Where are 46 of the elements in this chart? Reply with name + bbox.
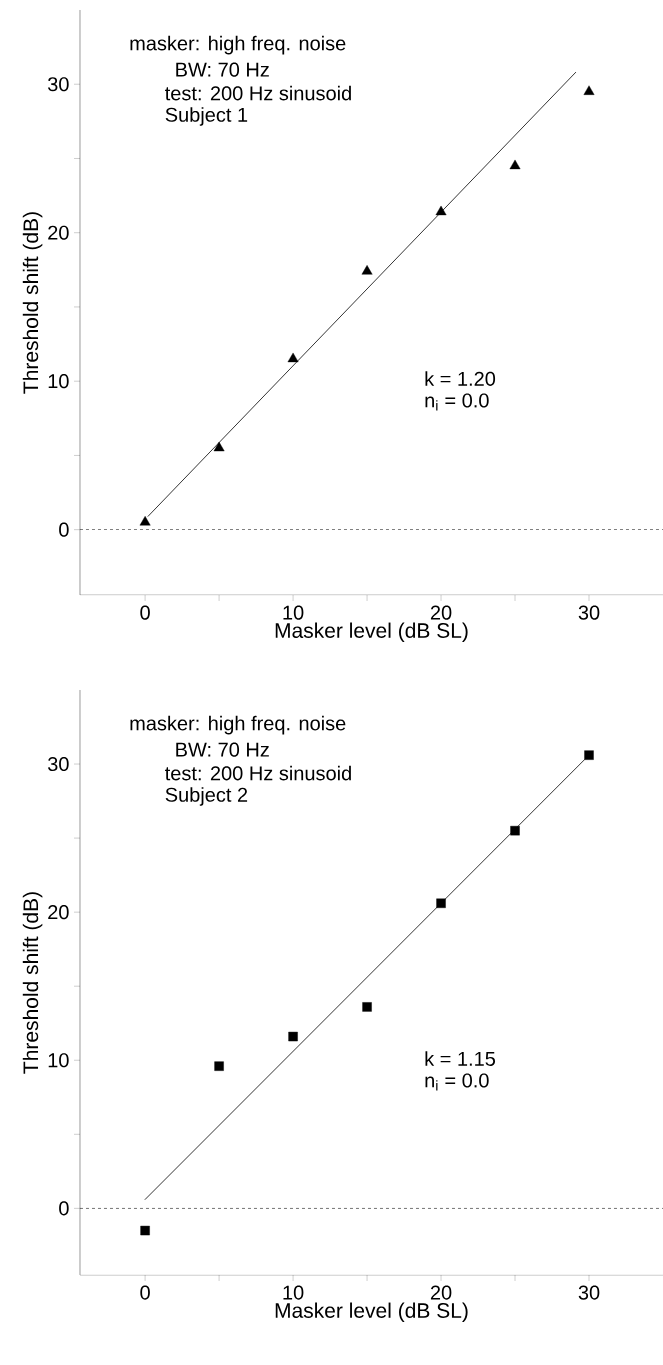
point	[510, 825, 520, 836]
y-tick-label: 30	[47, 77, 69, 92]
annotation: test: 200 Hz sinusoid	[165, 85, 351, 101]
point	[435, 205, 447, 216]
annotation: n$_{i}$ = 0.0	[425, 1073, 489, 1091]
annotation: k = 1.15	[425, 1051, 496, 1066]
point	[140, 1225, 150, 1236]
annotation: BW: 70 Hz	[176, 742, 269, 757]
point	[436, 898, 446, 908]
annotation: test: 200 Hz sinusoid	[165, 765, 351, 781]
annotation: masker: high freq. noise	[130, 715, 346, 735]
x-tick-label: 10	[283, 1285, 304, 1300]
y-tick-label: 20	[48, 905, 69, 920]
x-tick-label: 30	[578, 1285, 600, 1300]
y-tick-label: 0	[59, 522, 69, 537]
x-tick-label: 0	[140, 1285, 150, 1300]
x-axis-title: Masker level (dB SL)	[275, 1302, 468, 1323]
y-tick-label: 10	[48, 374, 69, 389]
point	[214, 1061, 224, 1071]
annotation: Subject 1	[165, 107, 248, 126]
point	[288, 1031, 298, 1042]
point	[362, 1002, 372, 1012]
y-tick-label: 10	[48, 1053, 69, 1068]
y-tick-label: 0	[59, 1201, 69, 1216]
y-tick-label: 30	[47, 756, 69, 772]
annotation: Subject 2	[165, 787, 248, 806]
annotation: masker: high freq. noise	[130, 35, 346, 55]
x-tick-label: 20	[430, 605, 452, 620]
x-axis-title: Masker level (dB SL)	[275, 622, 468, 643]
x-tick-label: 20	[430, 1285, 452, 1300]
y-axis-title: Threshold shift (dB)	[22, 892, 43, 1074]
point	[509, 159, 521, 170]
y-tick-label: 20	[48, 225, 69, 240]
point	[287, 352, 299, 363]
x-tick-label: 30	[578, 605, 600, 620]
y-axis-title: Threshold shift (dB)	[22, 212, 43, 394]
point	[213, 441, 225, 452]
annotation: n$_{i}$ = 0.0	[425, 393, 489, 411]
annotation: k = 1.20	[425, 371, 496, 386]
x-tick-label: 0	[140, 605, 150, 620]
point	[583, 85, 595, 95]
x-tick-label: 10	[283, 605, 304, 620]
point	[361, 265, 373, 275]
point	[584, 750, 594, 760]
point	[139, 516, 151, 526]
annotation: BW: 70 Hz	[176, 62, 269, 77]
